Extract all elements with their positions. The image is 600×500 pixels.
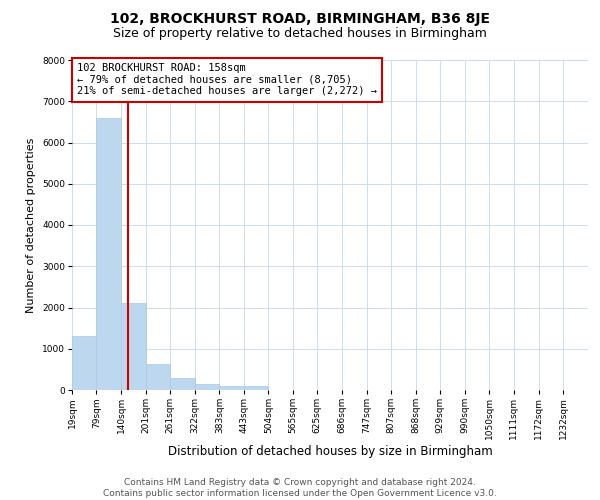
Bar (96, 118, 121, 390)
Bar (121, 304, 146, 390)
Bar (244, 386, 268, 390)
Y-axis label: Number of detached properties: Number of detached properties (26, 138, 37, 312)
Text: Size of property relative to detached houses in Birmingham: Size of property relative to detached ho… (113, 28, 487, 40)
X-axis label: Distribution of detached houses by size in Birmingham: Distribution of detached houses by size … (167, 444, 493, 458)
Bar (220, 386, 244, 390)
Bar (194, 384, 220, 390)
Text: 102, BROCKHURST ROAD, BIRMINGHAM, B36 8JE: 102, BROCKHURST ROAD, BIRMINGHAM, B36 8J… (110, 12, 490, 26)
Bar (72, 336, 97, 390)
Bar (146, 364, 170, 390)
Text: Contains HM Land Registry data © Crown copyright and database right 2024.
Contai: Contains HM Land Registry data © Crown c… (103, 478, 497, 498)
Bar (170, 378, 194, 390)
Text: 102 BROCKHURST ROAD: 158sqm
← 79% of detached houses are smaller (8,705)
21% of : 102 BROCKHURST ROAD: 158sqm ← 79% of det… (77, 64, 377, 96)
